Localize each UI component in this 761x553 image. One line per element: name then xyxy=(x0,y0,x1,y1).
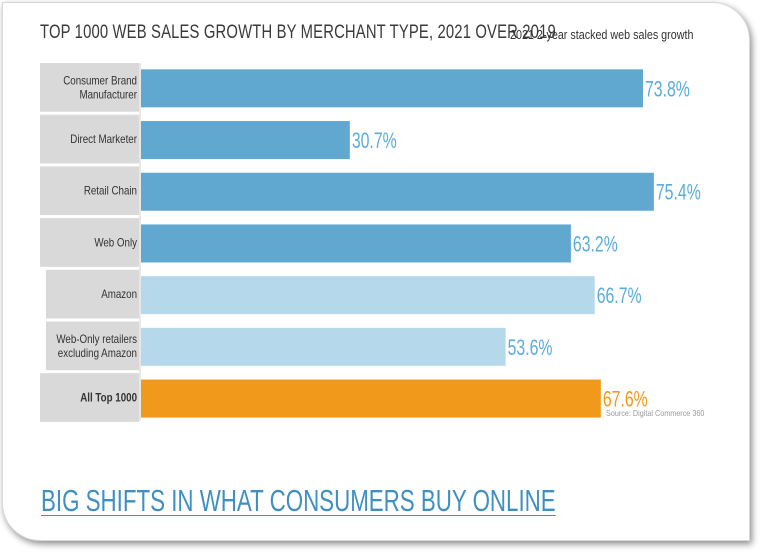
value-label: 75.4% xyxy=(656,181,701,205)
category-label-bg xyxy=(46,269,139,319)
category-label-bg xyxy=(40,63,139,112)
bar xyxy=(141,121,350,160)
category-label: Web Only xyxy=(94,237,137,250)
category-label: Direct Marketer xyxy=(70,133,137,146)
value-label: 63.2% xyxy=(573,233,618,257)
category-label-bg xyxy=(46,321,139,371)
section-heading-link[interactable]: BIG SHIFTS IN WHAT CONSUMERS BUY ONLINE xyxy=(41,483,556,518)
value-label: 73.8% xyxy=(645,78,690,102)
legend-label: 2021 2-year stacked web sales growth xyxy=(510,28,694,42)
source-note: Source: Digital Commerce 360 xyxy=(606,408,705,418)
category-label-bg xyxy=(40,166,139,216)
value-label: 67.6% xyxy=(603,388,648,412)
category-label-bg xyxy=(40,373,139,422)
bar xyxy=(141,69,643,108)
category-label: Retail Chain xyxy=(84,185,137,198)
category-label: Amazon xyxy=(101,288,137,301)
bar xyxy=(141,172,654,211)
category-label-bg xyxy=(40,218,139,267)
bar xyxy=(141,327,506,366)
category-label-bg xyxy=(40,114,139,164)
category-label: excluding Amazon xyxy=(58,347,137,360)
bar xyxy=(141,276,595,315)
category-label: Manufacturer xyxy=(79,89,137,102)
category-label: Consumer Brand xyxy=(63,75,137,88)
value-label: 53.6% xyxy=(508,336,553,360)
bar xyxy=(141,379,601,418)
chart-title: TOP 1000 WEB SALES GROWTH BY MERCHANT TY… xyxy=(40,22,556,43)
value-label: 30.7% xyxy=(352,130,397,154)
value-label: 66.7% xyxy=(597,285,642,309)
category-label: All Top 1000 xyxy=(80,392,137,405)
bar xyxy=(141,224,571,263)
category-label: Web-Only retailers xyxy=(56,333,137,346)
